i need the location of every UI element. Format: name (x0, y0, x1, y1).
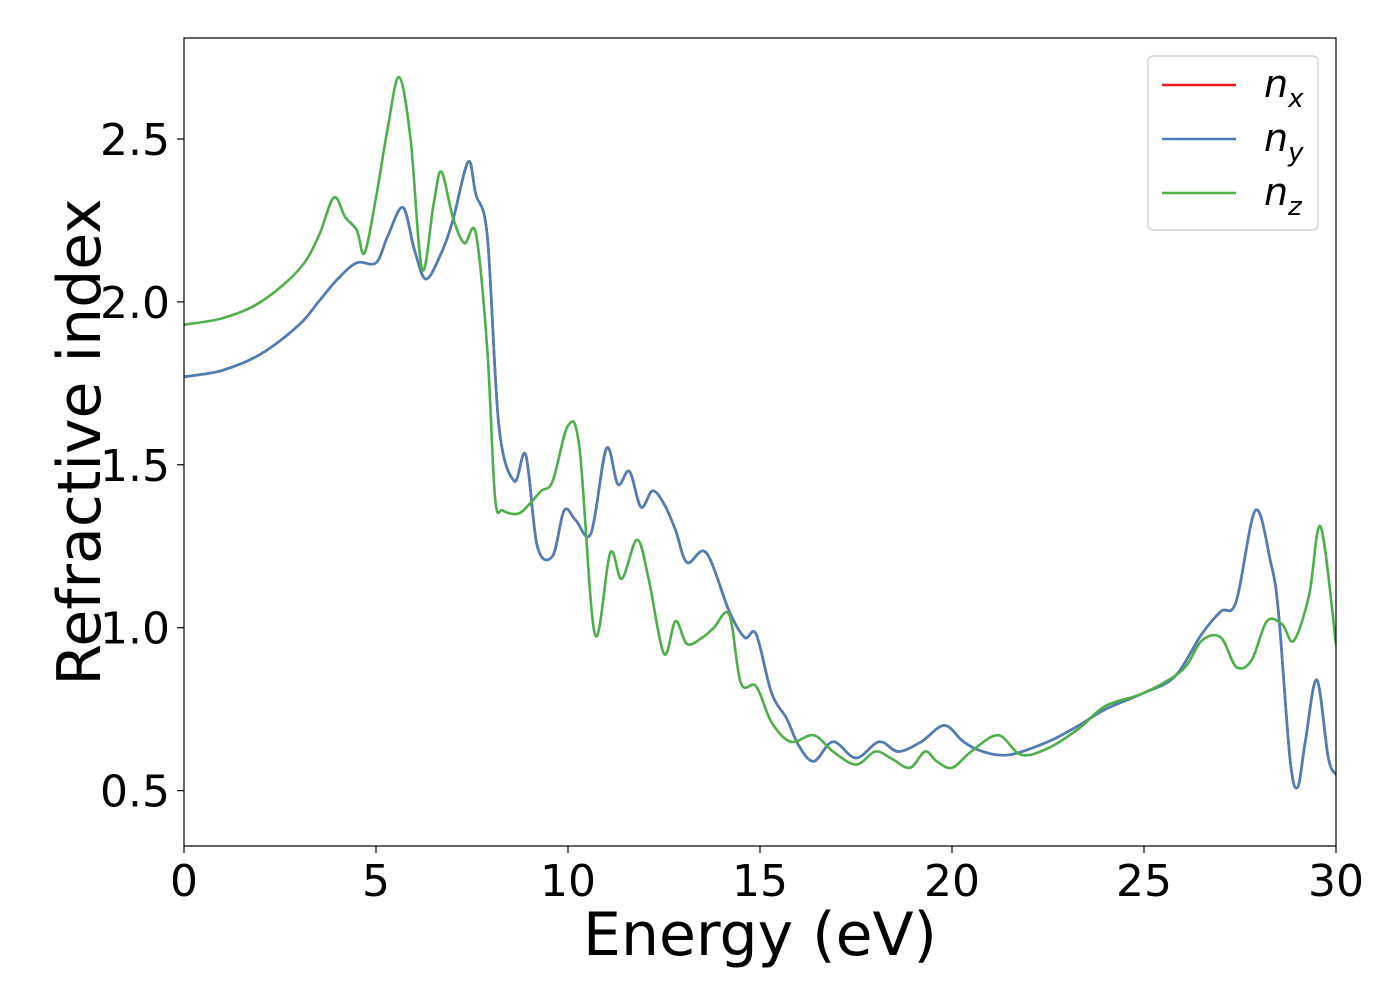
x-tick-label: 20 (924, 856, 980, 907)
y-tick-label: 0.5 (100, 767, 170, 818)
y-axis: 0.5 1.0 1.5 2.0 2.5 (100, 115, 184, 818)
series-line-z (184, 75, 1336, 770)
x-tick-label: 30 (1308, 856, 1364, 907)
legend-label-subscript: x (1287, 84, 1304, 114)
x-axis: 0 5 10 15 20 25 30 (170, 846, 1364, 907)
x-tick-label: 5 (362, 856, 390, 907)
y-tick-label: 1.0 (100, 604, 170, 655)
legend-box (1147, 55, 1319, 231)
legend-label-subscript: z (1287, 192, 1303, 222)
x-tick-label: 15 (732, 856, 788, 907)
plot-area (184, 75, 1336, 790)
legend-label-x: nx (1264, 62, 1304, 114)
legend-label-main: n (1264, 116, 1288, 160)
x-tick-label: 10 (540, 856, 596, 907)
legend-label-main: n (1264, 62, 1288, 106)
y-axis-title: Refractive index (45, 198, 115, 685)
x-axis-title: Energy (eV) (583, 900, 937, 970)
legend-label-z: nz (1264, 170, 1303, 222)
x-tick-label: 25 (1116, 856, 1172, 907)
y-tick-label: 2.5 (100, 115, 170, 166)
series-line-y (184, 160, 1336, 790)
legend-label-main: n (1264, 170, 1288, 214)
x-tick-label: 0 (170, 856, 198, 907)
y-tick-label: 2.0 (100, 278, 170, 329)
y-tick-label: 1.5 (100, 441, 170, 492)
legend-label-subscript: y (1287, 138, 1304, 168)
legend-label-y: ny (1264, 116, 1304, 168)
